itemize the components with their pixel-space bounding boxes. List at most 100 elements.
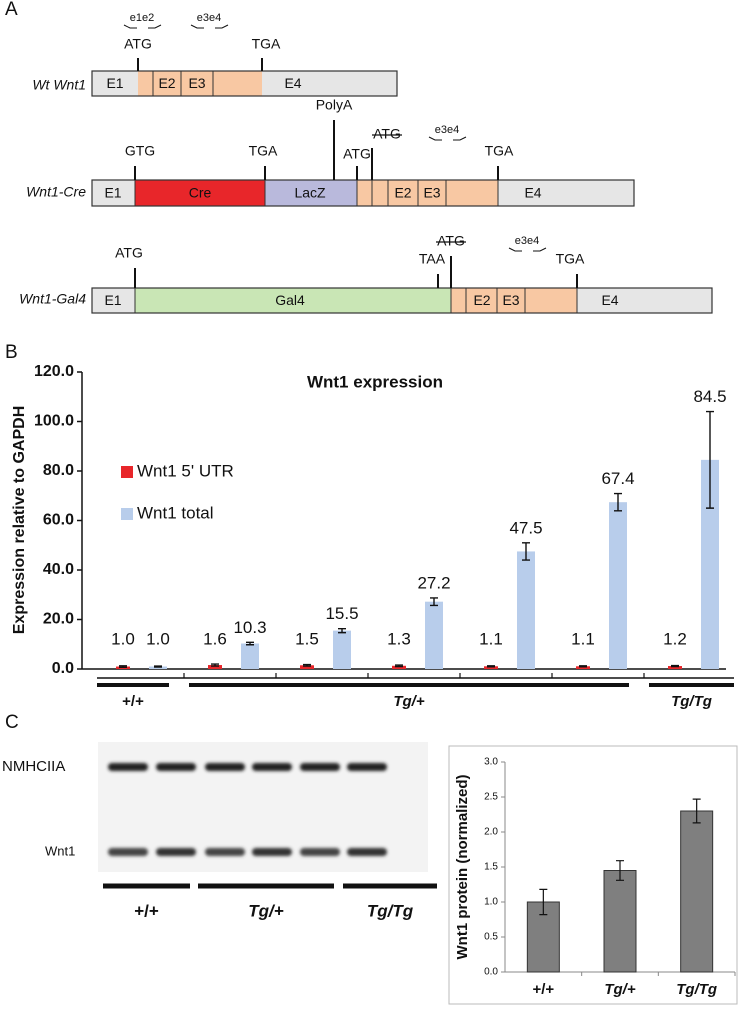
value-label: 10.3 [233,618,266,637]
blot-band [347,763,387,771]
legend-label: Wnt1 total [137,503,214,522]
chart-frame [448,745,738,1005]
segment-label: LacZ [294,185,326,201]
primer-label: e3e4 [197,12,221,24]
marker-label: ATG [124,36,152,52]
bar [300,665,314,669]
primer-label: e1e2 [130,12,154,24]
marker-label: TGA [249,143,278,159]
construct-segment [92,71,138,96]
group-label: Tg/+ [393,693,424,710]
primer-arrow [453,136,467,141]
blot-band [300,848,340,856]
value-label: 15.5 [325,604,358,623]
error-bar [706,410,714,509]
bar [208,665,222,669]
legend-label: Wnt1 5' UTR [137,461,234,480]
error-bar [211,663,219,667]
y-tick-label: 3.0 [484,757,498,768]
primer-arrow [508,247,522,252]
value-label: 1.0 [111,630,135,649]
construct-segment [135,288,451,313]
construct-segment [577,288,712,313]
segment-label: E2 [473,292,490,308]
construct-segment [262,71,397,96]
y-tick-label: 100.0 [34,413,74,430]
marker-label: PolyA [316,97,353,113]
segment-label: E1 [104,292,121,308]
error-bar [154,665,162,668]
marker-label: TAA [419,251,446,267]
marker-label: TGA [485,143,514,159]
error-bar [614,492,622,512]
y-axis-label: Wnt1 protein (normalized) [454,775,471,960]
value-label: 1.6 [203,630,227,649]
segment-label: E1 [106,75,123,91]
bar [425,601,443,669]
blot-band [300,763,340,771]
error-bar [579,665,587,668]
bar [484,666,498,669]
y-tick-label: 40.0 [43,561,74,578]
y-tick-label: 0.0 [484,967,498,978]
group-label: +/+ [122,693,144,710]
segment-label: E3 [502,292,519,308]
error-bar [303,663,311,667]
error-bar [395,664,403,668]
value-label: 67.4 [601,469,634,488]
error-bar [671,664,679,668]
legend-swatch [121,466,133,478]
bar [668,666,682,669]
value-label: 1.1 [479,630,503,649]
marker-label: GTG [125,143,155,159]
y-tick-label: 80.0 [43,462,74,479]
y-tick-label: 1.5 [484,862,498,873]
bar [149,666,167,669]
primer-label: e3e4 [515,235,539,247]
x-tick-label: +/+ [532,981,554,998]
value-label: 84.5 [693,387,726,406]
construct-segment [372,180,498,206]
y-tick-label: 0.5 [484,932,498,943]
value-label: 1.1 [571,630,595,649]
y-axis-label: Expression relative to GAPDH [11,406,28,635]
primer-arrow [533,247,547,252]
legend-swatch [121,508,133,520]
construct-outline [91,70,398,97]
construct-name: Wt Wnt1 [32,77,86,93]
segment-label: E1 [104,185,121,201]
blot-band [156,848,196,856]
bar [576,666,590,669]
primer-arrow [190,24,204,29]
segment-label: Cre [189,185,212,201]
value-label: 1.0 [146,630,170,649]
bar [392,665,406,669]
construct-name: Wnt1-Gal4 [19,291,86,307]
value-label: 27.2 [417,573,450,592]
construct-segment [451,288,577,313]
construct-segment [498,180,634,206]
y-tick-label: 120.0 [34,363,74,380]
group-label: +/+ [134,901,159,920]
blot-band [252,763,292,771]
construct-segment [92,180,135,206]
error-bar [539,888,548,916]
error-bar [430,597,438,607]
primer-arrow [123,24,137,29]
y-tick-label: 20.0 [43,611,74,628]
bar [241,643,259,669]
chart-title: Wnt1 expression [307,372,443,391]
group-label: Tg/+ [248,901,283,920]
marker-label: ATG [343,146,371,162]
blot-band [252,848,292,856]
marker-label: ATG [437,233,465,249]
bar [333,630,351,669]
blot-band [156,763,196,771]
band-label: Wnt1 [45,843,75,858]
bar [517,551,535,669]
primer-arrow [428,136,442,141]
error-bar [246,641,254,646]
